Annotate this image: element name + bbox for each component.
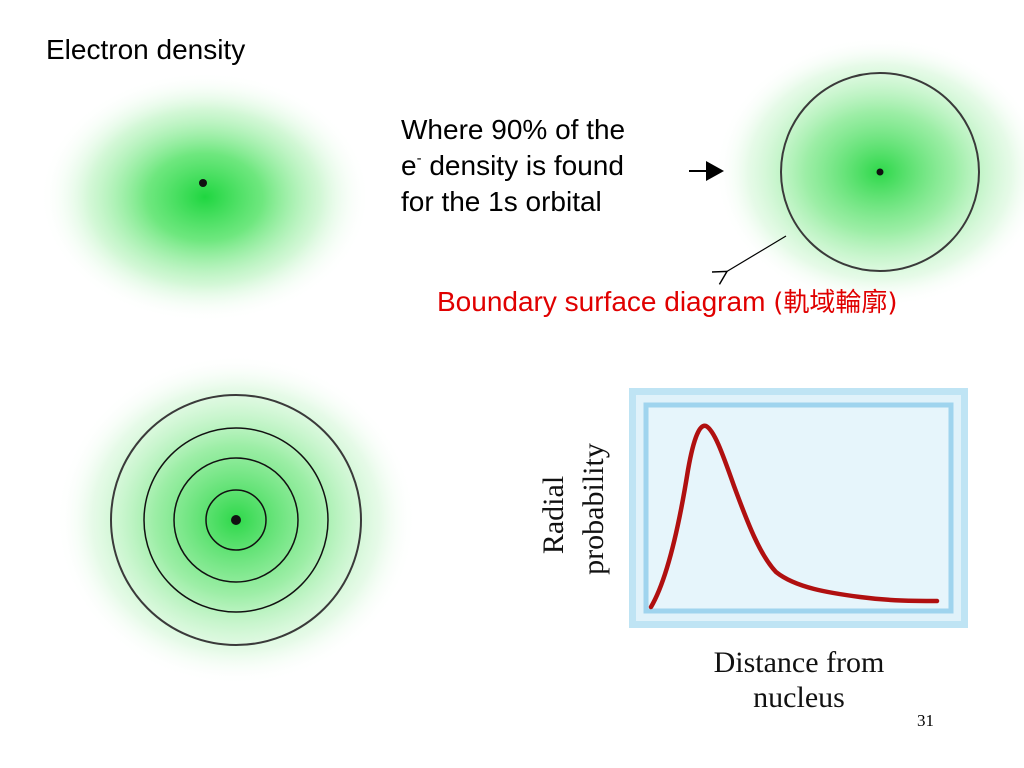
caption-electron-symbol: e bbox=[401, 150, 417, 181]
nucleus-dot bbox=[876, 168, 884, 176]
graph-ylabel-line2: probability bbox=[577, 443, 610, 575]
graph-xlabel-line1: Distance from bbox=[714, 646, 885, 679]
boundary-circle bbox=[780, 72, 980, 272]
boundary-label-text: Boundary surface diagram bbox=[437, 286, 766, 317]
boundary-surface-cloud bbox=[715, 37, 1024, 307]
shell-circle bbox=[110, 394, 362, 646]
caption-line-2-rest: density is found bbox=[421, 150, 624, 181]
shell-circle bbox=[173, 457, 299, 583]
boundary-caption: Where 90% of the e- density is found for… bbox=[401, 112, 625, 220]
graph-ylabel-line1: Radial bbox=[537, 476, 570, 554]
radial-probability-graph: Radial probability Distance from nucleus bbox=[537, 388, 968, 714]
graph-plot-area bbox=[643, 402, 954, 614]
caption-charge-superscript: - bbox=[416, 150, 422, 167]
caption-line-2: e- density is found bbox=[401, 148, 625, 184]
caption-line-3: for the 1s orbital bbox=[401, 186, 602, 217]
shell-circle bbox=[143, 427, 329, 613]
electron-density-cloud bbox=[40, 72, 370, 322]
boundary-label-chinese: (軌域輪廓) bbox=[773, 288, 898, 318]
label-pointer-arrow bbox=[726, 235, 787, 272]
concentric-shells bbox=[56, 355, 416, 685]
radial-probability-curve bbox=[648, 423, 940, 610]
boundary-surface-label: Boundary surface diagram (軌域輪廓) bbox=[437, 282, 897, 319]
graph-xlabel-line2: nucleus bbox=[753, 681, 845, 714]
slide-page-number: 31 bbox=[917, 711, 934, 730]
shell-circle bbox=[205, 489, 267, 551]
nucleus-dot bbox=[231, 515, 241, 525]
slide-title: Electron density bbox=[46, 34, 246, 65]
caption-line-1: Where 90% of the bbox=[401, 114, 626, 145]
nucleus-dot bbox=[199, 179, 207, 187]
